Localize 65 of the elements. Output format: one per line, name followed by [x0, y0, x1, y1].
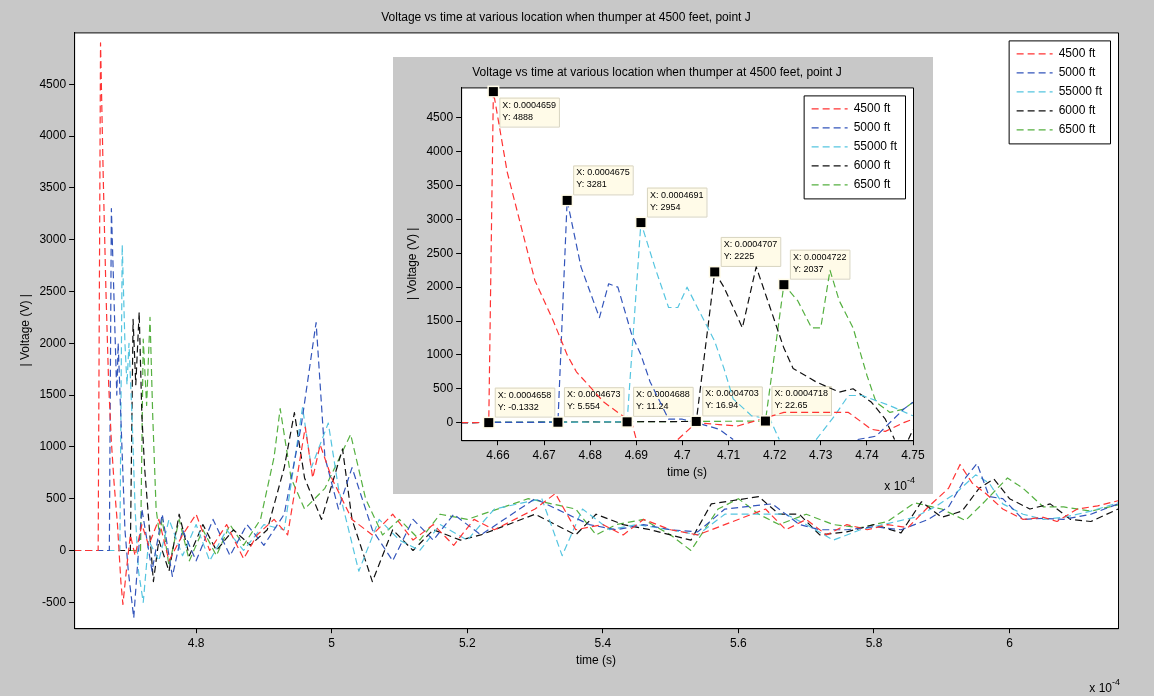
y-tick-label: 3500: [426, 177, 454, 192]
x-tick-label: 4.73: [809, 447, 833, 462]
y-tick-label: 3000: [426, 211, 454, 226]
x-tick-label: 4.7: [674, 447, 692, 462]
x-tick-label: 4.67: [532, 447, 557, 462]
y-axis-title: | Voltage (V) |: [17, 294, 32, 367]
x-tick-label: 4.68: [578, 447, 603, 462]
x-axis-title: time (s): [667, 465, 708, 480]
y-tick-label: 2500: [39, 283, 67, 298]
annotation: X: 0.0004718 Y: 22.65: [774, 388, 828, 411]
x-tick-label: 5: [328, 635, 336, 650]
legend-label: 55000 ft: [853, 139, 898, 154]
x-tick-label: 4.69: [624, 447, 649, 462]
y-tick-label: 500: [46, 490, 67, 505]
annotation: X: 0.0004658 Y: -0.1332: [497, 389, 552, 412]
chart-title: Voltage vs time at various location when thumper at 4500 feet, point J: [472, 64, 842, 79]
y-tick-label: 4000: [426, 144, 454, 159]
y-tick-label: 0: [59, 542, 67, 557]
annotation: X: 0.0004675 Y: 3281: [576, 167, 630, 190]
x-tick-label: 4.72: [762, 447, 787, 462]
x-axis-title: time (s): [576, 653, 617, 668]
legend-label: 4500 ft: [853, 101, 891, 116]
y-tick-label: 500: [433, 381, 454, 396]
line-series: [74, 42, 1118, 605]
y-tick-label: 4500: [39, 76, 67, 91]
y-tick-label: 1500: [39, 387, 67, 402]
legend-label: 4500 ft: [1058, 46, 1096, 61]
x-tick-label: 4.66: [486, 447, 510, 462]
legend-label: 5000 ft: [853, 120, 891, 135]
y-tick-label: 1000: [426, 347, 454, 362]
chart-title: Voltage vs time at various location when thumper at 4500 feet, point J: [381, 9, 751, 24]
annotation: X: 0.0004659 Y: 4888: [502, 99, 556, 122]
annotation: X: 0.0004722 Y: 2037: [792, 251, 847, 274]
y-axis-title: | Voltage (V) |: [404, 227, 419, 300]
x-tick-label: 4.75: [901, 447, 925, 462]
y-tick-label: 2500: [426, 245, 454, 260]
legend-label: 55000 ft: [1058, 84, 1103, 99]
x-tick-label: 5.2: [458, 635, 476, 650]
y-tick-label: 1500: [426, 313, 454, 328]
x-tick-label: 4.71: [716, 447, 741, 462]
y-tick-label: -500: [42, 594, 67, 609]
annotation: X: 0.0004691 Y: 2954: [649, 189, 704, 212]
annotation: X: 0.0004673 Y: 5.554: [566, 389, 621, 412]
y-tick-label: 4000: [39, 128, 67, 143]
y-tick-label: 3500: [39, 180, 67, 195]
y-tick-label: 0: [446, 414, 454, 429]
legend-label: 6500 ft: [853, 177, 891, 192]
x-tick-label: 5.6: [730, 635, 748, 650]
y-tick-label: 4500: [426, 110, 454, 125]
x-tick-label: 4.8: [187, 635, 205, 650]
y-tick-label: 2000: [39, 335, 67, 350]
x-tick-label: 5.4: [594, 635, 612, 650]
legend-label: 5000 ft: [1058, 65, 1096, 80]
legend-label: 6500 ft: [1058, 122, 1096, 137]
legend-label: 6000 ft: [853, 158, 891, 173]
annotation: X: 0.0004703 Y: 16.94: [705, 388, 759, 411]
annotation: X: 0.0004707 Y: 2225: [723, 238, 778, 261]
x-tick-label: 6: [1006, 635, 1014, 650]
annotation: X: 0.0004688 Y: 11.24: [636, 388, 690, 411]
y-tick-label: 1000: [39, 439, 67, 454]
x-tick-label: 4.74: [855, 447, 879, 462]
y-tick-label: 3000: [39, 231, 67, 246]
x-tick-label: 5.8: [865, 635, 883, 650]
y-tick-label: 2000: [426, 279, 454, 294]
legend-label: 6000 ft: [1058, 103, 1096, 118]
